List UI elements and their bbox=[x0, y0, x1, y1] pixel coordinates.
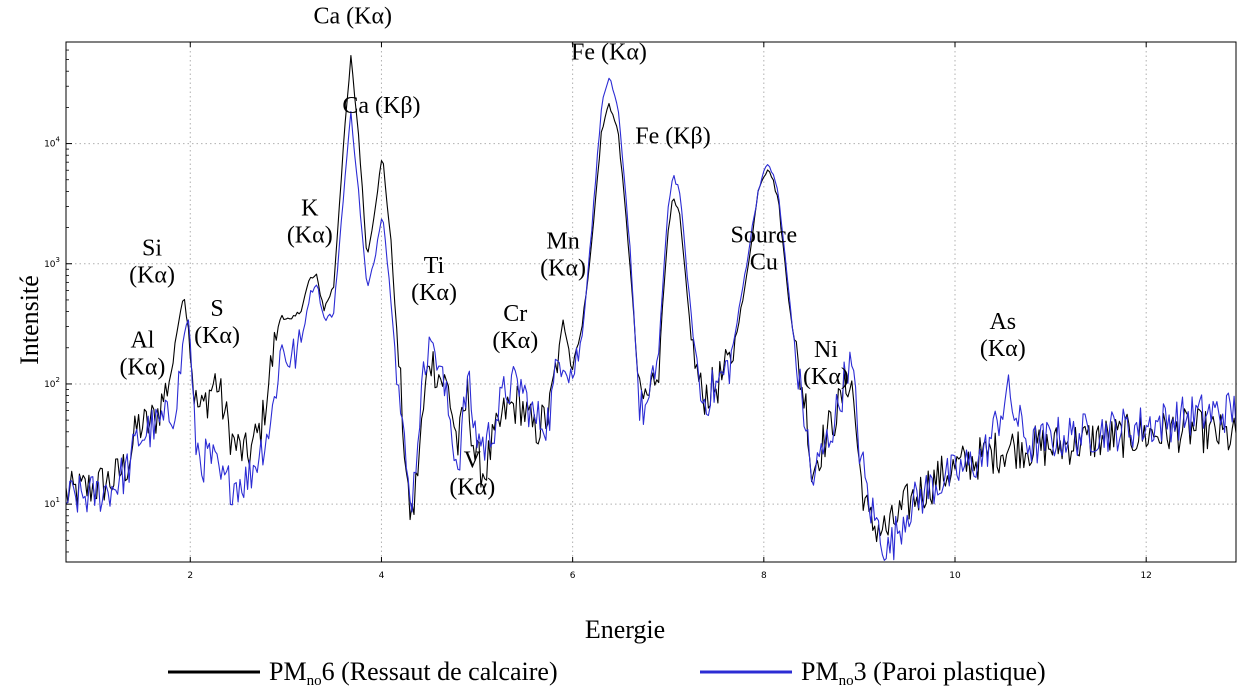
peak-label: Ti bbox=[424, 253, 445, 279]
x-tick-label: 6 bbox=[570, 571, 576, 581]
peak-label: Fe (Kβ) bbox=[635, 124, 711, 150]
grid bbox=[66, 42, 1237, 562]
peak-label: (Kα) bbox=[540, 255, 586, 281]
x-tick-label: 8 bbox=[761, 571, 767, 581]
plot-frame bbox=[65, 41, 1237, 563]
legend-entry-label: PMno6 (Ressaut de calcaire) bbox=[269, 657, 558, 689]
peak-annotations: Ca (Kα)Ca (Kβ)Fe (Kα)Fe (Kβ)K(Kα)Si(Kα)A… bbox=[120, 3, 1026, 500]
peak-label: (Kα) bbox=[492, 328, 538, 354]
peak-label: Fe (Kα) bbox=[571, 40, 647, 66]
peak-label: Si bbox=[142, 235, 162, 261]
y-tick-label: 101 bbox=[44, 496, 60, 510]
peak-label: (Kα) bbox=[120, 354, 166, 380]
y-axis-label: Intensité bbox=[15, 275, 44, 365]
peak-label: K bbox=[301, 196, 319, 222]
peak-label: Al bbox=[130, 327, 154, 353]
peak-label: (Kα) bbox=[411, 280, 457, 306]
legend: PMno6 (Ressaut de calcaire) PMno3 (Paroi … bbox=[168, 657, 1046, 689]
peak-label: (Kα) bbox=[980, 336, 1026, 362]
peak-label: (Kα) bbox=[449, 475, 495, 501]
x-tick-label: 10 bbox=[949, 571, 961, 581]
peak-label: S bbox=[210, 296, 223, 322]
peak-label: (Kα) bbox=[129, 262, 175, 288]
legend-entry-label: PMno3 (Paroi plastique) bbox=[801, 657, 1046, 689]
peak-label: Ni bbox=[814, 337, 838, 363]
axis-ticks: 2 4 6 8 10 12 101 102 103 104 bbox=[44, 41, 1152, 581]
x-tick-label: 4 bbox=[379, 571, 385, 581]
x-tick-label: 12 bbox=[1140, 571, 1151, 581]
peak-label: As bbox=[989, 309, 1016, 335]
peak-label: Mn bbox=[546, 228, 579, 254]
series-lines bbox=[65, 54, 1237, 561]
peak-label: Cr bbox=[503, 301, 527, 327]
y-tick-label: 102 bbox=[44, 376, 60, 390]
peak-label: V bbox=[464, 448, 482, 474]
y-tick-label: 104 bbox=[44, 136, 60, 150]
peak-label: (Kα) bbox=[287, 223, 333, 249]
x-tick-label: 2 bbox=[187, 571, 193, 581]
peak-label: Ca (Kα) bbox=[313, 3, 392, 29]
peak-label: Source bbox=[730, 222, 797, 248]
y-tick-label: 103 bbox=[44, 256, 60, 270]
peak-label: (Kα) bbox=[194, 323, 240, 349]
x-axis-label: Energie bbox=[585, 615, 665, 644]
peak-label: (Kα) bbox=[803, 364, 849, 390]
peak-label: Cu bbox=[750, 249, 778, 275]
series-line-blue bbox=[65, 77, 1237, 561]
peak-label: Ca (Kβ) bbox=[342, 93, 420, 119]
